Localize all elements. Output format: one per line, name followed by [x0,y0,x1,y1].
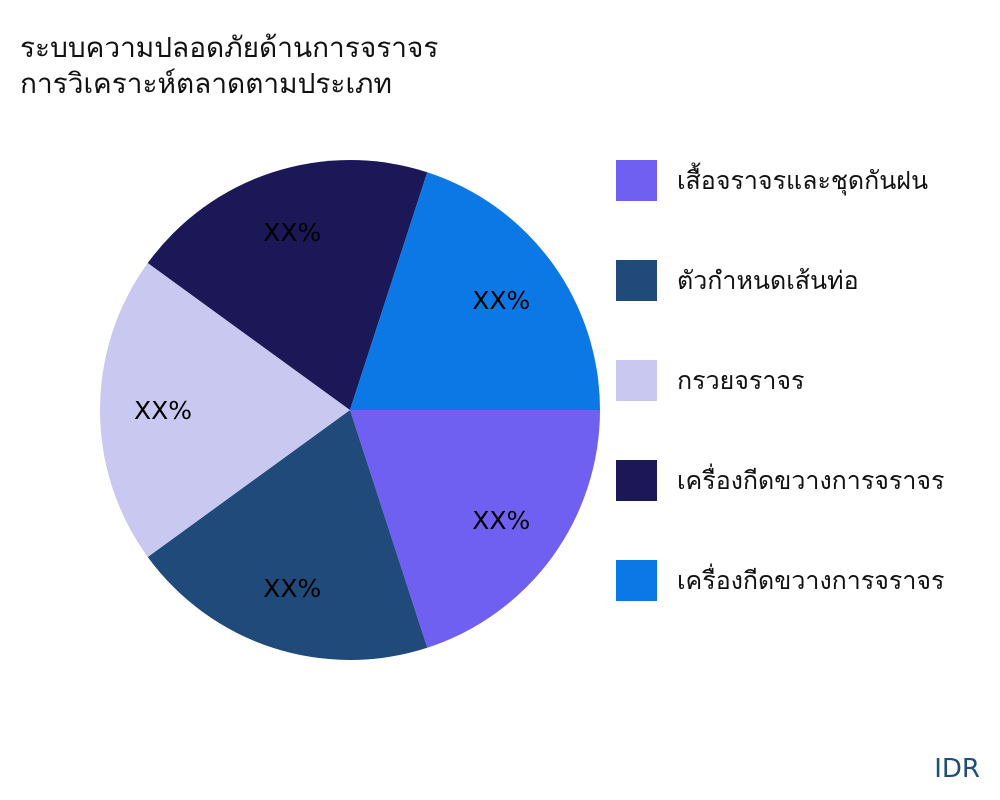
legend-item: กรวยจราจร [616,360,944,401]
legend-item: เสื้อจราจรและชุดกันฝน [616,160,944,201]
legend-swatch [616,460,657,501]
pie-slice [147,160,428,410]
legend-label: ตัวกำหนดเส้นท่อ [677,265,859,295]
slice-data-label: XX% [263,574,321,603]
pie-slice [100,263,350,557]
chart-title: ระบบความปลอดภัยด้านการจราจร [20,31,439,64]
pie-slice [147,410,428,660]
legend-swatch [616,260,657,301]
slice-data-label: XX% [134,396,192,425]
legend-swatch [616,360,657,401]
legend-item: ตัวกำหนดเส้นท่อ [616,260,944,301]
slice-data-label: XX% [472,506,530,535]
legend: เสื้อจราจรและชุดกันฝน ตัวกำหนดเส้นท่อ กร… [616,160,944,660]
source-label: IDR [934,754,980,784]
pie-slice [350,172,600,410]
chart-subtitle: การวิเคราะห์ตลาดตามประเภท [20,67,392,100]
chart-title-block: ระบบความปลอดภัยด้านการจราจร การวิเคราะห์… [20,30,438,102]
slice-data-label: XX% [472,286,530,315]
legend-label: กรวยจราจร [677,365,805,395]
pie-slice [350,410,600,648]
legend-swatch [616,560,657,601]
legend-swatch [616,160,657,201]
legend-label: เสื้อจราจรและชุดกันฝน [677,165,929,195]
slice-data-label: XX% [263,218,321,247]
legend-item: เครื่องกีดขวางการจราจร [616,460,944,501]
legend-item: เครื่องกีดขวางการจราจร [616,560,944,601]
legend-label: เครื่องกีดขวางการจราจร [677,465,945,495]
legend-label: เครื่องกีดขวางการจราจร [677,565,945,595]
